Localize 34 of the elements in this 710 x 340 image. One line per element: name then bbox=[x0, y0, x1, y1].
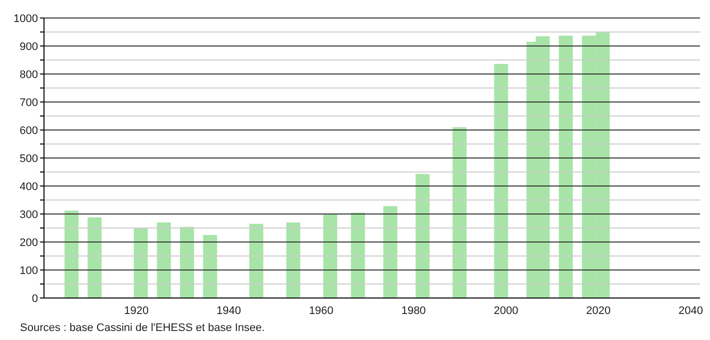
y-tick-label: 800 bbox=[20, 68, 38, 81]
x-tick-label: 2020 bbox=[586, 304, 611, 317]
bar bbox=[452, 127, 467, 298]
x-tick-label: 2040 bbox=[678, 304, 704, 317]
y-tick-label: 100 bbox=[20, 264, 38, 277]
x-tick-label: 1980 bbox=[401, 304, 426, 317]
bar bbox=[350, 212, 365, 298]
bar bbox=[558, 36, 573, 298]
y-tick-label: 600 bbox=[20, 124, 38, 137]
y-tick-label: 300 bbox=[20, 208, 38, 221]
bar bbox=[64, 210, 79, 298]
y-tick-label: 0 bbox=[32, 292, 38, 305]
bar bbox=[88, 217, 102, 298]
x-tick-label: 1920 bbox=[124, 304, 149, 317]
y-tick-label: 500 bbox=[20, 152, 38, 165]
source-note: Sources : base Cassini de l'EHESS et base Insee. bbox=[20, 322, 266, 334]
x-tick-label: 2000 bbox=[494, 304, 518, 317]
bar bbox=[134, 228, 148, 298]
bar bbox=[383, 206, 398, 298]
y-tick-label: 700 bbox=[20, 96, 38, 109]
bar bbox=[286, 222, 300, 298]
bar bbox=[203, 235, 218, 298]
bar bbox=[494, 64, 508, 298]
y-tick-label: 400 bbox=[20, 180, 38, 193]
x-tick-label: 1960 bbox=[308, 304, 334, 317]
x-tick-label: 1940 bbox=[216, 304, 242, 317]
bar bbox=[180, 226, 194, 298]
bar bbox=[249, 224, 264, 298]
y-tick-label: 900 bbox=[20, 40, 38, 53]
y-tick-label: 200 bbox=[20, 236, 38, 249]
bar bbox=[416, 174, 430, 298]
y-tick-label: 1000 bbox=[14, 12, 38, 25]
bar bbox=[156, 222, 171, 298]
bar bbox=[323, 214, 338, 298]
